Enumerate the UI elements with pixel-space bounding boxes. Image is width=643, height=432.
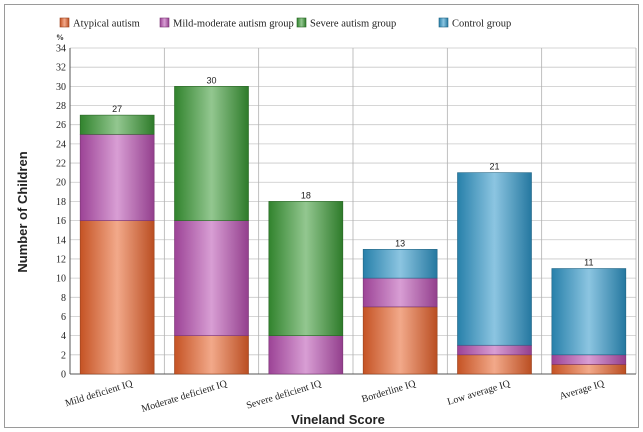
x-tick-label: Mild deficient IQ [64, 378, 135, 409]
y-tick-label: 8 [61, 293, 66, 304]
bars [79, 86, 627, 375]
x-tick-label: Average IQ [558, 378, 606, 402]
bar-borderline-iq-atypical-autism [362, 306, 438, 375]
y-tick-label: 22 [56, 159, 66, 170]
y-tick-label: 14 [56, 235, 66, 246]
y-axis-title: Number of Children [15, 151, 30, 272]
bar-low-average-iq-atypical-autism [457, 354, 532, 375]
legend-swatch-mild-moderate-autism-group [159, 17, 170, 28]
total-label: 27 [112, 104, 122, 114]
x-tick-labels: Mild deficient IQ Moderate deficient IQ Se… [64, 378, 607, 415]
total-labels: 27 30 18 13 21 11 [112, 75, 593, 267]
legend-label-severe-autism-group: Severe autism group [310, 19, 396, 30]
y-tick-label: 4 [61, 331, 66, 342]
bar-moderate-deficient-iq-mild-moderate-autism-group [174, 220, 249, 336]
y-tick-label: 32 [56, 63, 66, 74]
y-tick-label: 34 [56, 44, 66, 55]
legend-swatch-atypical-autism [59, 17, 70, 28]
y-tick-label: 28 [56, 101, 66, 112]
y-tick-label: 16 [56, 216, 66, 227]
bar-mild-deficient-iq-atypical-autism [79, 220, 155, 375]
legend-label-mild-moderate-autism-group: Mild-moderate autism group [173, 19, 294, 30]
total-label: 30 [206, 75, 216, 85]
y-tick-label: 20 [56, 178, 66, 189]
legend-swatch-severe-autism-group [296, 17, 307, 28]
bar-average-iq-mild-moderate-autism-group [551, 354, 627, 365]
y-tick-label: 2 [61, 350, 66, 361]
x-tick-label: Borderline IQ [360, 378, 417, 405]
y-tick-label: 12 [56, 254, 66, 265]
x-tick-label: Severe deficient IQ [245, 378, 323, 411]
x-tick-label: Low average IQ [446, 378, 512, 408]
y-tick-label: 30 [56, 82, 66, 93]
y-tick-label: 0 [61, 370, 66, 381]
bar-mild-deficient-iq-severe-autism-group [79, 114, 155, 135]
total-label: 21 [489, 162, 499, 172]
y-tick-label: 24 [56, 139, 66, 150]
y-tick-label: 26 [56, 120, 66, 131]
bar-severe-deficient-iq-mild-moderate-autism-group [268, 335, 344, 375]
x-axis-title: Vineland Score [291, 412, 385, 427]
legend: Atypical autism Mild-moderate autism grou… [59, 17, 511, 30]
bar-moderate-deficient-iq-atypical-autism [174, 335, 249, 375]
bar-average-iq-control-group [551, 268, 627, 356]
x-tick-label: Moderate deficient IQ [140, 378, 229, 415]
y-unit-label: % [56, 33, 64, 42]
bar-low-average-iq-control-group [457, 172, 532, 346]
bar-borderline-iq-control-group [362, 249, 438, 279]
legend-label-control-group: Control group [452, 19, 511, 30]
y-tick-label: 18 [56, 197, 66, 208]
bar-mild-deficient-iq-mild-moderate-autism-group [79, 133, 155, 221]
bar-average-iq-atypical-autism [551, 364, 627, 375]
total-label: 11 [584, 258, 593, 268]
legend-label-atypical-autism: Atypical autism [73, 19, 140, 30]
total-label: 13 [395, 238, 405, 248]
total-label: 18 [301, 190, 311, 200]
bar-borderline-iq-mild-moderate-autism-group [362, 277, 438, 308]
y-tick-label: 6 [61, 312, 66, 323]
legend-swatch-control-group [438, 17, 449, 28]
y-tick-label: 10 [56, 274, 66, 285]
bar-severe-deficient-iq-severe-autism-group [268, 201, 344, 336]
bar-low-average-iq-mild-moderate-autism-group [457, 344, 532, 356]
bar-moderate-deficient-iq-severe-autism-group [174, 86, 249, 221]
grid [69, 47, 637, 375]
